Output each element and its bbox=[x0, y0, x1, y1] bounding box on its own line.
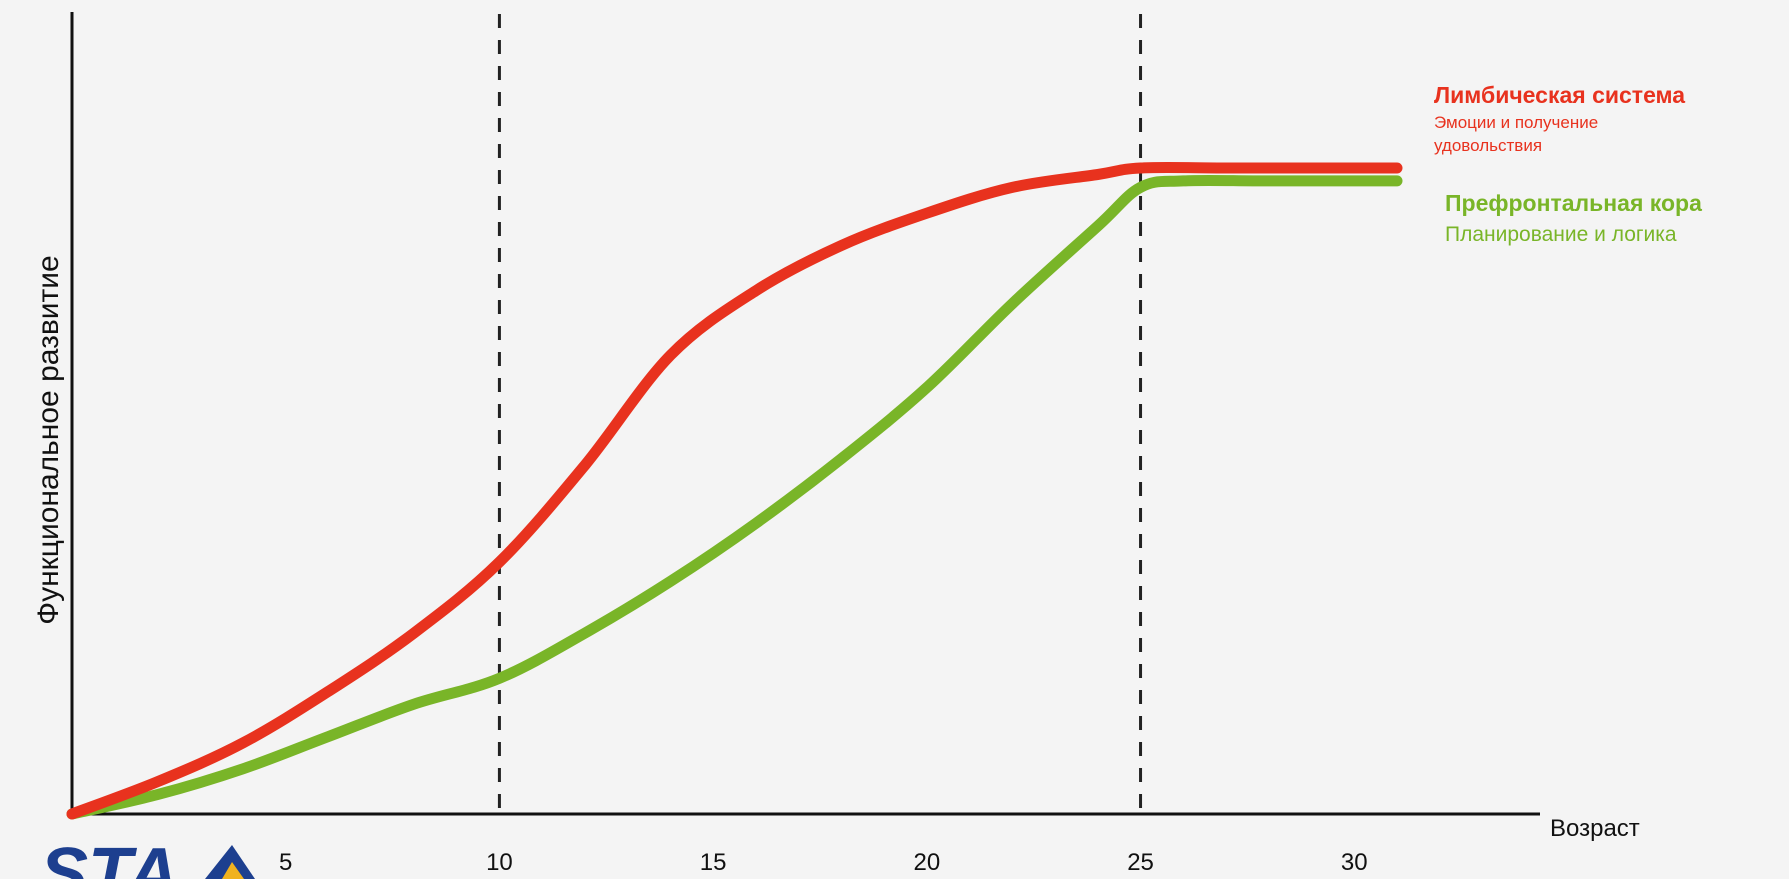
legend-limbic-description-line1: Эмоции и получение bbox=[1434, 113, 1598, 132]
legend-prefrontal-description: Планирование и логика bbox=[1445, 223, 1677, 246]
x-tick-label-20: 20 bbox=[913, 849, 940, 876]
x-tick-label-10: 10 bbox=[486, 849, 513, 876]
legend-limbic-description-line2: удовольствия bbox=[1434, 136, 1542, 155]
x-tick-label-15: 15 bbox=[700, 849, 727, 876]
x-axis-label: Возраст bbox=[1550, 815, 1640, 842]
x-tick-label-5: 5 bbox=[279, 849, 292, 876]
x-tick-labels: 5 10 15 20 25 30 bbox=[279, 849, 1368, 876]
legend: Лимбическая система Эмоции и получение у… bbox=[1434, 82, 1702, 246]
series-line-prefrontal-cortex bbox=[66, 174, 1403, 820]
series-line-limbic-system bbox=[66, 162, 1403, 820]
svg-text:STA: STA bbox=[40, 834, 179, 879]
x-tick-label-25: 25 bbox=[1127, 849, 1154, 876]
y-axis-label: Функциональное развитие bbox=[32, 255, 65, 624]
legend-prefrontal-title: Префронтальная кора bbox=[1445, 190, 1702, 216]
logo: STA bbox=[40, 834, 255, 879]
x-tick-label-30: 30 bbox=[1341, 849, 1368, 876]
legend-limbic-title: Лимбическая система bbox=[1434, 82, 1685, 108]
